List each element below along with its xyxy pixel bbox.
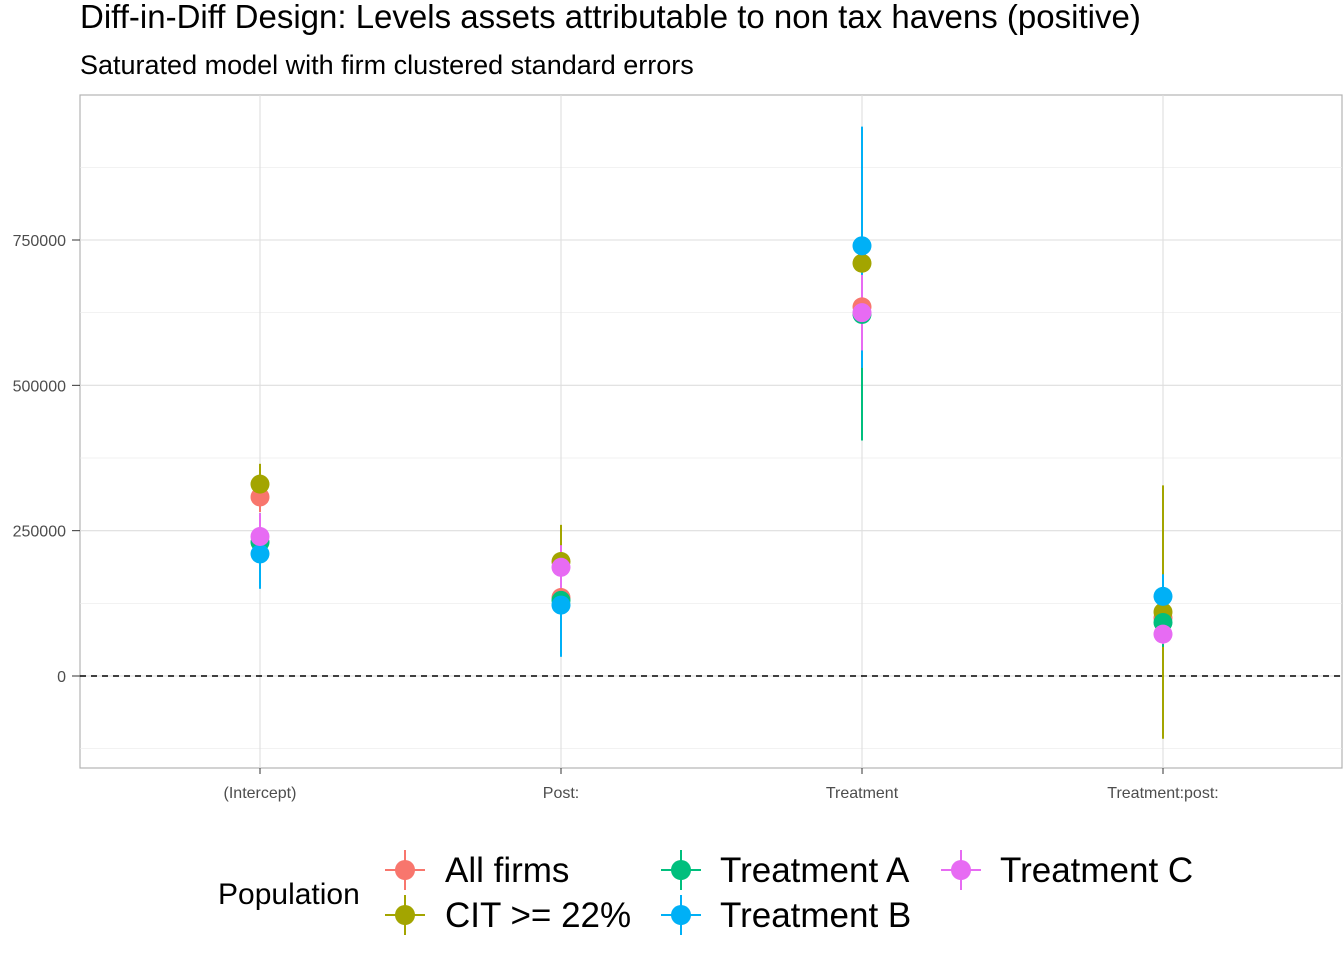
data-point (250, 544, 270, 564)
data-point (551, 557, 571, 577)
y-tick-label: 0 (57, 669, 66, 686)
plot-area (79, 94, 1343, 769)
legend-label: All firms (445, 851, 569, 890)
legend-item: All firms (385, 850, 569, 890)
data-point (250, 474, 270, 494)
data-point (852, 253, 872, 273)
legend-item: Treatment B (661, 895, 911, 935)
data-point (852, 236, 872, 256)
y-tick-label: 750000 (13, 233, 66, 250)
data-point (551, 595, 571, 615)
legend-item: Treatment C (941, 850, 1193, 890)
x-tick-label: (Intercept) (224, 785, 297, 802)
legend-key-point (951, 860, 971, 880)
legend-key-point (671, 860, 691, 880)
series-layer (250, 126, 1173, 739)
plot-panel (79, 94, 1343, 769)
legend-key-point (395, 860, 415, 880)
legend-item: Treatment A (661, 850, 910, 890)
legend-label: Treatment B (720, 896, 911, 935)
y-tick-label: 250000 (13, 524, 66, 541)
x-tick-label: Treatment:post: (1107, 785, 1218, 802)
legend-title: Population (218, 878, 360, 911)
y-axis: 0 250000 500000 750000 (13, 233, 80, 686)
y-tick-label: 500000 (13, 378, 66, 395)
legend-key-point (395, 905, 415, 925)
legend-items: All firms CIT >= 22% Treatment A Treatment … (385, 850, 1193, 935)
x-axis: (Intercept) Post: Treatment Treatment:post: (224, 768, 1219, 802)
legend-label: Treatment C (1000, 851, 1193, 890)
chart-subtitle: Saturated model with firm clustered stan… (80, 50, 694, 80)
legend: Population All firms CIT >= 22% Treatment … (218, 850, 1193, 935)
data-point (250, 526, 270, 546)
legend-label: Treatment A (720, 851, 910, 890)
legend-item: CIT >= 22% (385, 895, 631, 935)
chart-title: Diff-in-Diff Design: Levels assets attri… (80, 0, 1141, 35)
data-point (852, 303, 872, 323)
data-point (1153, 586, 1173, 606)
x-tick-label: Treatment (826, 785, 899, 802)
series-points (250, 303, 1173, 644)
data-point (1153, 624, 1173, 644)
legend-label: CIT >= 22% (445, 896, 631, 935)
x-tick-label: Post: (543, 785, 579, 802)
series-points (250, 236, 1173, 615)
legend-key-point (671, 905, 691, 925)
